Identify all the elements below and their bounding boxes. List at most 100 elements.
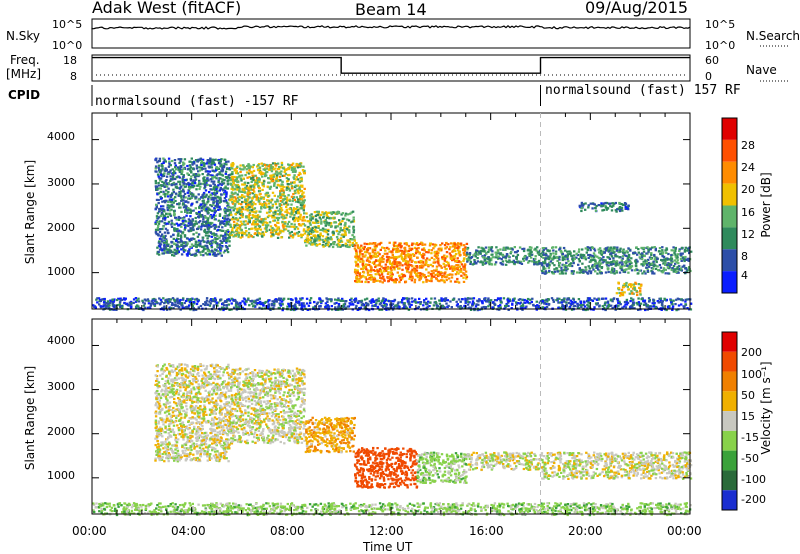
- power-heatmap-cell: [379, 276, 382, 279]
- power-heatmap-cell: [252, 235, 255, 239]
- power-heatmap-cell: [601, 204, 604, 208]
- power-heatmap-cell: [213, 248, 217, 251]
- power-heatmap-cell: [227, 230, 230, 233]
- power-heatmap-cell: [339, 228, 342, 231]
- power-heatmap-cell: [534, 257, 537, 261]
- power-heatmap-cell: [606, 261, 609, 264]
- power-heatmap-cell: [236, 180, 239, 184]
- power-heatmap-cell: [326, 300, 329, 304]
- power-heatmap-cell: [390, 275, 393, 278]
- power-heatmap-cell: [481, 261, 485, 264]
- power-heatmap-cell: [206, 201, 209, 204]
- power-heatmap-cell: [181, 177, 184, 180]
- power-heatmap-cell: [221, 245, 224, 248]
- power-heatmap-cell: [157, 234, 160, 237]
- power-heatmap-cell: [540, 262, 543, 265]
- power-heatmap-cell: [653, 255, 656, 258]
- power-heatmap-cell: [277, 167, 280, 171]
- power-heatmap-cell: [178, 166, 182, 169]
- power-heatmap-cell: [219, 196, 222, 199]
- power-heatmap-cell: [348, 244, 352, 247]
- power-heatmap-cell: [188, 208, 191, 211]
- power-heatmap-cell: [265, 191, 268, 194]
- power-heatmap-cell: [224, 210, 227, 213]
- power-heatmap-cell: [469, 260, 472, 263]
- power-heatmap-cell: [207, 207, 210, 210]
- power-heatmap-cell: [220, 229, 223, 232]
- power-heatmap-cell: [368, 263, 371, 266]
- power-heatmap-cell: [353, 239, 356, 242]
- power-heatmap-cell: [162, 182, 166, 185]
- power-heatmap-cell: [550, 257, 553, 260]
- power-heatmap-cell: [454, 250, 457, 253]
- power-heatmap-cell: [232, 180, 235, 183]
- power-heatmap-cell: [489, 246, 492, 249]
- power-heatmap-cell: [272, 211, 275, 214]
- power-heatmap-cell: [174, 199, 177, 203]
- power-heatmap-cell: [618, 291, 621, 295]
- power-heatmap-cell: [623, 282, 626, 286]
- power-heatmap-cell: [206, 177, 209, 180]
- power-heatmap-cell: [226, 223, 230, 226]
- power-heatmap-cell: [274, 211, 277, 214]
- power-heatmap-cell: [416, 276, 420, 279]
- power-heatmap-cell: [262, 218, 265, 221]
- power-heatmap-cell: [400, 273, 404, 276]
- power-heatmap-cell: [575, 252, 578, 255]
- power-heatmap-cell: [403, 247, 406, 250]
- power-heatmap-cell: [614, 255, 617, 258]
- power-heatmap-cell: [206, 161, 209, 164]
- power-heatmap-cell: [634, 252, 637, 255]
- power-heatmap-cell: [156, 193, 159, 196]
- power-heatmap-cell: [426, 264, 430, 267]
- power-heatmap-cell: [577, 263, 580, 266]
- power-heatmap-cell: [462, 276, 465, 279]
- power-heatmap-cell: [182, 183, 185, 186]
- power-heatmap-cell: [201, 239, 204, 242]
- power-heatmap-cell: [560, 251, 564, 254]
- power-heatmap-cell: [512, 254, 515, 257]
- power-heatmap-cell: [549, 254, 552, 257]
- power-heatmap-cell: [302, 207, 305, 210]
- power-heatmap-cell: [602, 208, 605, 212]
- power-heatmap-cell: [233, 199, 237, 202]
- power-heatmap-cell: [271, 206, 274, 209]
- power-heatmap-cell: [226, 180, 229, 183]
- power-heatmap-cell: [303, 169, 306, 172]
- power-heatmap-cell: [557, 301, 560, 304]
- power-heatmap-cell: [596, 266, 599, 269]
- power-heatmap-cell: [365, 268, 368, 271]
- power-heatmap-cell: [287, 297, 290, 300]
- power-heatmap-cell: [334, 221, 338, 224]
- power-heatmap-cell: [558, 262, 562, 265]
- power-heatmap-cell: [506, 301, 510, 304]
- power-heatmap-cell: [349, 303, 352, 306]
- power-heatmap-cell: [460, 270, 463, 273]
- power-heatmap-cell: [413, 267, 417, 271]
- power-heatmap-cell: [223, 249, 227, 252]
- power-heatmap-cell: [299, 233, 303, 236]
- power-heatmap-cell: [586, 248, 589, 251]
- power-heatmap-cell: [203, 230, 207, 234]
- power-heatmap-cell: [593, 256, 596, 259]
- power-heatmap-cell: [158, 248, 162, 251]
- power-heatmap-cell: [564, 266, 568, 269]
- power-heatmap-cell: [200, 166, 203, 169]
- power-heatmap-cell: [670, 268, 674, 271]
- power-heatmap-cell: [441, 256, 444, 259]
- power-heatmap-cell: [388, 278, 392, 281]
- power-heatmap-cell: [259, 232, 262, 236]
- power-heatmap-cell: [447, 265, 451, 268]
- power-heatmap-cell: [292, 196, 295, 199]
- power-heatmap-cell: [649, 248, 652, 251]
- power-heatmap-cell: [565, 303, 568, 306]
- power-heatmap-cell: [578, 267, 581, 270]
- power-heatmap-cell: [251, 192, 254, 195]
- power-heatmap-cell: [584, 256, 587, 259]
- power-heatmap-cell: [303, 239, 307, 242]
- power-heatmap-cell: [624, 207, 627, 210]
- power-heatmap-cell: [664, 272, 667, 275]
- power-heatmap-cell: [205, 247, 208, 250]
- power-heatmap-cell: [456, 277, 459, 281]
- power-heatmap-cell: [297, 192, 300, 195]
